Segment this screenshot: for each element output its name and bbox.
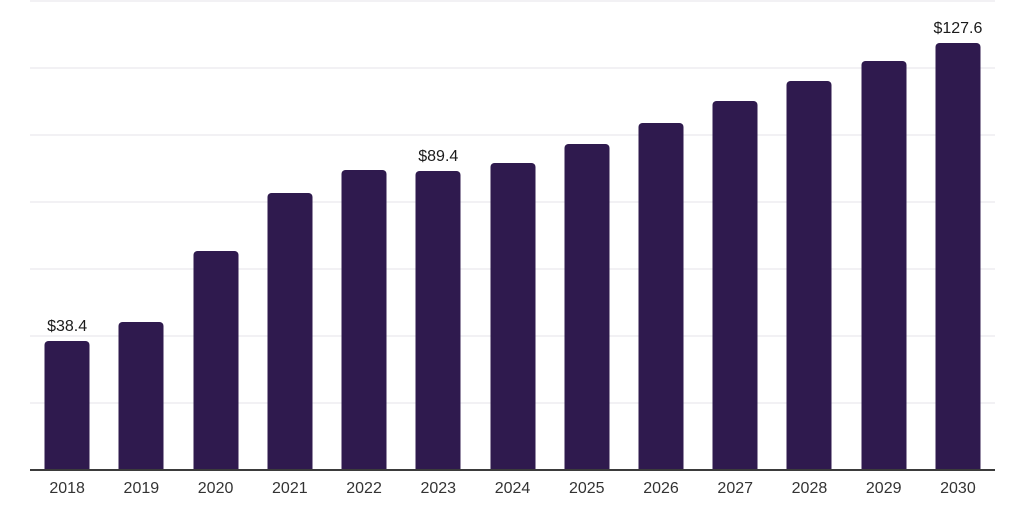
x-tick-2028: 2028 [791,480,828,497]
x-axis-tick-labels: 2018 2019 2020 2021 2022 2023 2024 2025 2026 2027… [30,478,995,500]
bar-2030 [935,42,981,470]
x-tick-2022: 2022 [346,480,382,497]
bar-slot-2019 [104,0,178,470]
x-tick-2029: 2029 [865,480,902,497]
bar-slot-2027 [698,0,772,470]
bar-2024 [490,162,536,470]
value-label-2030: $127.6 [933,19,983,37]
value-label-2023: $89.4 [418,147,459,165]
x-tick-2021: 2021 [272,480,308,497]
bar-2025 [564,144,610,470]
x-tick-2025: 2025 [568,480,605,497]
bar-slot-2025 [550,0,624,470]
x-tick-2024: 2024 [494,480,531,497]
x-tick-2030: 2030 [940,480,976,497]
bar-slot-2018: $38.4 [30,0,104,470]
x-tick-2020: 2020 [197,480,234,497]
bar-2026 [638,123,684,470]
bar-2019 [118,321,164,470]
bar-2027 [712,100,758,470]
gridline [30,0,995,3]
bar-2029 [861,60,907,470]
bar-2028 [786,80,832,470]
bar-slot-2028 [772,0,846,470]
bars-layer: $38.4 $89.4 $127.6 [30,0,995,470]
bar-slot-2020 [178,0,252,470]
bar-2023 [415,170,461,470]
bar-slot-2023: $89.4 [401,0,475,470]
bar-slot-2030: $127.6 [921,0,995,470]
x-tick-2019: 2019 [123,480,160,497]
bar-2018 [44,341,90,470]
bar-2022 [341,170,387,470]
bar-slot-2024 [475,0,549,470]
bar-slot-2029 [847,0,921,470]
plot-area: $38.4 $89.4 $127.6 [30,0,995,471]
x-tick-2026: 2026 [643,480,679,497]
bar-slot-2021 [253,0,327,470]
gridline [30,67,995,70]
value-label-2018: $38.4 [47,318,88,336]
bar-2021 [267,193,313,470]
x-tick-2027: 2027 [717,480,754,497]
x-tick-2023: 2023 [420,480,457,497]
x-tick-2018: 2018 [49,480,85,497]
bar-2020 [193,250,239,470]
bar-slot-2026 [624,0,698,470]
bar-slot-2022 [327,0,401,470]
x-axis-line [30,469,995,471]
gridline [30,134,995,137]
